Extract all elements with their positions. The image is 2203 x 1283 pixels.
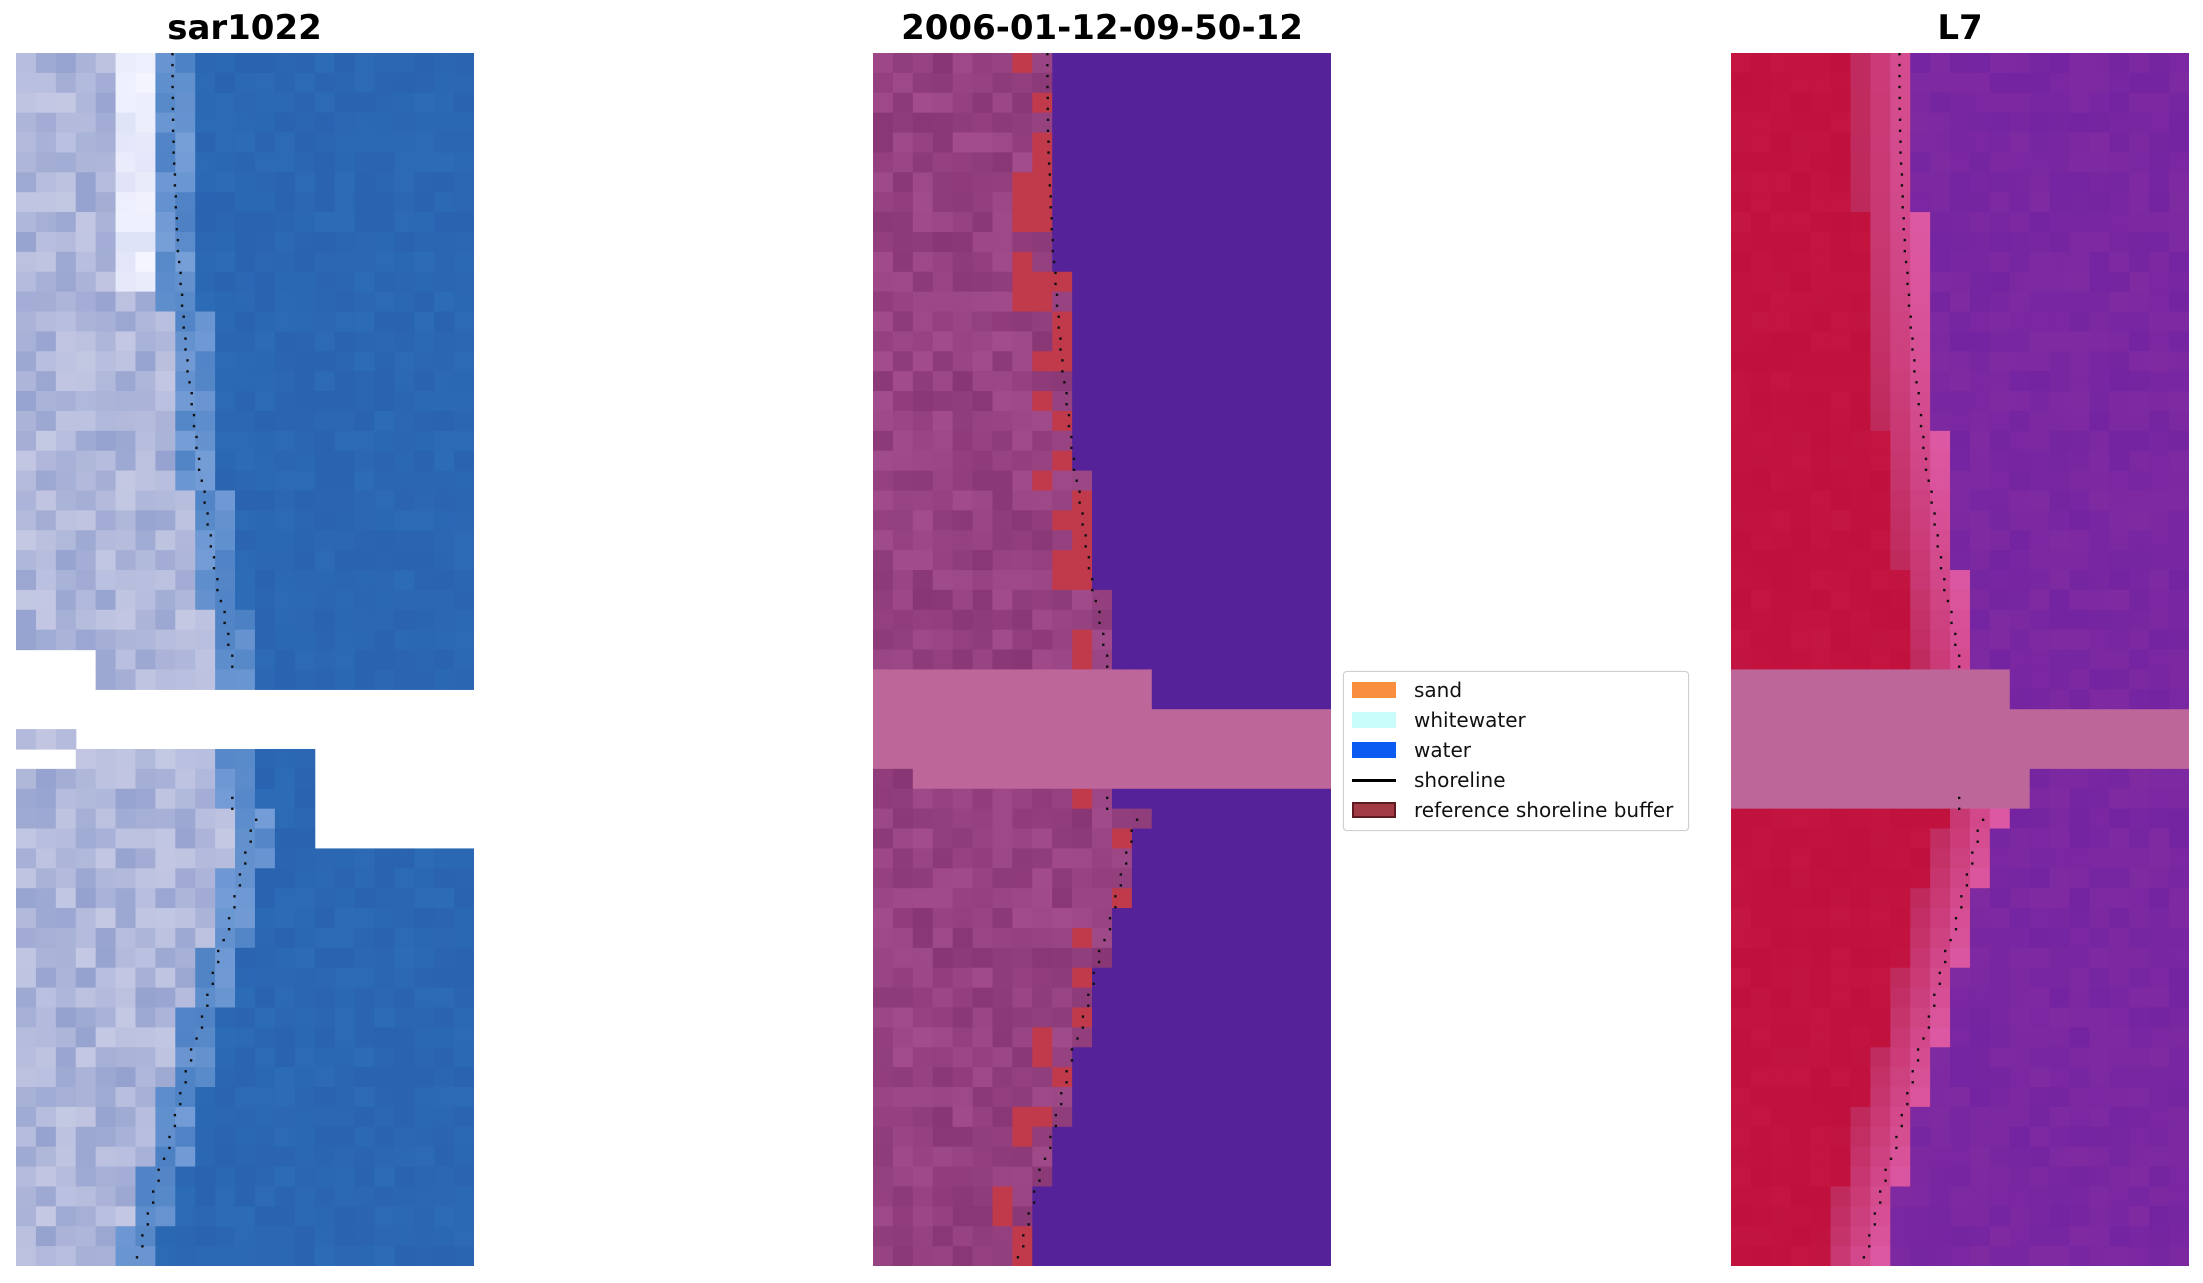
legend-label-reference-buffer: reference shoreline buffer xyxy=(1414,798,1674,822)
legend-item-whitewater: whitewater xyxy=(1352,705,1526,735)
legend-item-sand: sand xyxy=(1352,675,1462,705)
shoreline-dots xyxy=(135,53,258,1259)
legend-label-sand: sand xyxy=(1414,678,1463,702)
shoreline-dots xyxy=(1862,53,1985,1259)
legend: sand whitewater water shoreline referenc… xyxy=(1343,671,1689,831)
left-panel-title: sar1022 xyxy=(167,8,322,48)
classified-image xyxy=(873,53,1331,1266)
shoreline-dots xyxy=(1016,53,1139,1259)
rgb-image-panel xyxy=(16,53,474,1266)
whitewater-swatch xyxy=(1352,712,1396,728)
reference-buffer-swatch xyxy=(1352,802,1396,818)
classified-pixels xyxy=(873,53,1331,1266)
sand-swatch xyxy=(1352,682,1396,698)
legend-label-whitewater: whitewater xyxy=(1414,708,1526,732)
ndwi-image xyxy=(1731,53,2189,1266)
legend-item-water: water xyxy=(1352,735,1471,765)
rgb-image xyxy=(16,53,474,1266)
legend-item-shoreline: shoreline xyxy=(1352,765,1506,795)
ndwi-pixels xyxy=(1731,53,2189,1266)
classified-image-panel xyxy=(873,53,1331,1266)
ndwi-image-panel xyxy=(1731,53,2189,1266)
water-swatch xyxy=(1352,742,1396,758)
legend-label-water: water xyxy=(1414,738,1471,762)
shoreline-line-swatch xyxy=(1352,778,1396,782)
legend-item-reference-buffer: reference shoreline buffer xyxy=(1352,795,1673,825)
legend-label-shoreline: shoreline xyxy=(1414,768,1506,792)
right-panel-title: L7 xyxy=(1937,8,1983,48)
rgb-pixels xyxy=(16,53,474,1266)
center-panel-title: 2006-01-12-09-50-12 xyxy=(901,8,1303,48)
